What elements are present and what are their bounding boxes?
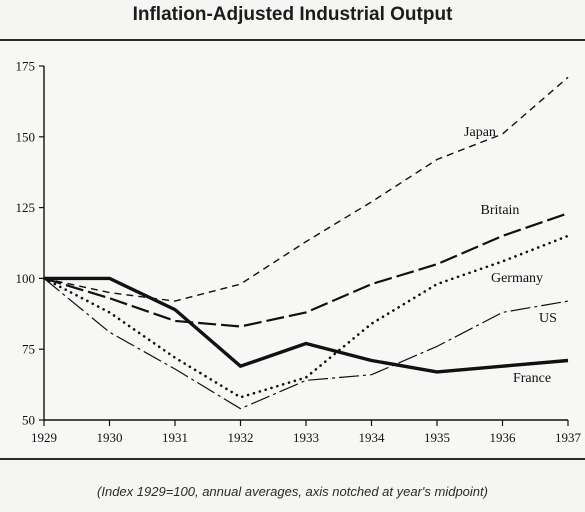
- series-line-france: [44, 276, 569, 374]
- y-tick-label: 175: [16, 59, 36, 74]
- series-line-britain: [43, 212, 569, 328]
- series-line-us: [43, 277, 569, 410]
- x-tick-label: 1936: [490, 430, 517, 445]
- line-chart: 50 75 100 125 150 175 1929 1930 1931 1932 1933 1934…: [16, 59, 582, 446]
- series-label-britain: Britain: [481, 203, 520, 218]
- bottom-rule: [0, 458, 585, 460]
- y-tick-label: 75: [22, 342, 35, 357]
- x-tick-label: 1933: [293, 430, 319, 445]
- x-tick-label: 1934: [359, 430, 386, 445]
- top-rule: [0, 39, 585, 41]
- series-label-us: US: [539, 311, 557, 326]
- series-line-germany: [42, 234, 570, 399]
- x-tick-label: 1931: [162, 430, 188, 445]
- series-label-france: France: [513, 371, 551, 386]
- chart-area: 50 75 100 125 150 175 1929 1930 1931 1932 1933 1934…: [0, 41, 585, 459]
- series-line-japan: [43, 76, 569, 302]
- y-tick-label: 50: [22, 413, 35, 428]
- y-tick-label: 125: [16, 200, 36, 215]
- series-label-germany: Germany: [491, 271, 543, 286]
- x-tick-label: 1937: [555, 430, 582, 445]
- series-label-japan: Japan: [464, 125, 496, 140]
- y-tick-label: 100: [16, 271, 36, 286]
- x-tick-label: 1932: [228, 430, 254, 445]
- x-tick-label: 1930: [97, 430, 123, 445]
- y-tick-label: 150: [16, 129, 36, 144]
- x-tick-label: 1935: [424, 430, 450, 445]
- chart-caption: (Index 1929=100, annual averages, axis n…: [97, 484, 488, 499]
- x-tick-label: 1929: [31, 430, 57, 445]
- chart-title: Inflation-Adjusted Industrial Output: [132, 4, 453, 25]
